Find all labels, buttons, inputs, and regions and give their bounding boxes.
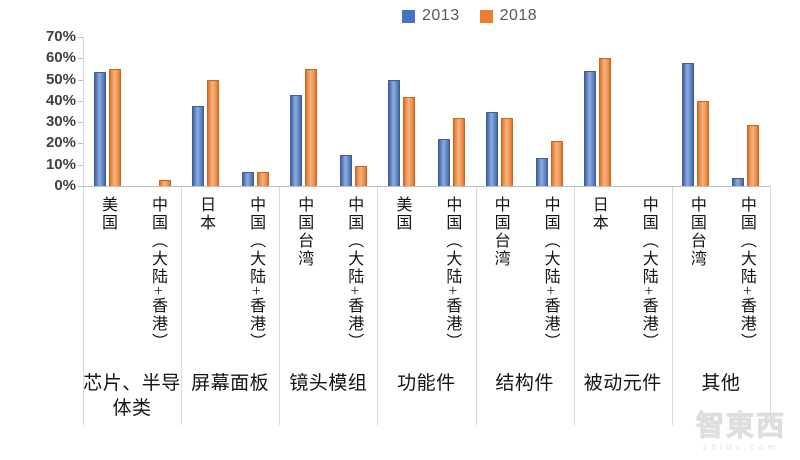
legend-label: 2013 [422, 7, 460, 24]
bar-2013 [732, 177, 745, 186]
y-tick-label: 60% [45, 49, 76, 67]
bar-2018 [158, 179, 171, 186]
y-tick-label: 40% [45, 91, 76, 109]
x-axis-sublabel: 美国 [99, 196, 116, 232]
bar-2018 [551, 141, 564, 186]
bar-2018 [599, 58, 612, 186]
group-separator [573, 186, 575, 425]
group-separator [181, 186, 183, 425]
y-tick-label: 30% [45, 113, 76, 131]
x-axis-group-label: 镜头模组 [289, 373, 368, 394]
x-axis-group-label: 被动元件 [583, 373, 662, 394]
bar-2013 [682, 62, 695, 186]
x-axis-sublabel: 日本 [197, 196, 215, 232]
x-axis-line [83, 186, 770, 187]
x-axis-sublabel: 中国（大陆+香港） [541, 196, 559, 352]
x-axis-sublabel: 日本 [589, 196, 607, 232]
x-axis-group-label: 屏幕面板 [191, 373, 270, 394]
legend-swatch-2018 [479, 9, 493, 23]
bar-2018 [452, 117, 465, 186]
y-tick-mark [78, 122, 83, 124]
x-axis-group-label: 其他 [701, 373, 741, 394]
bar-2018 [108, 68, 121, 186]
x-axis-group-label: 功能件 [397, 373, 456, 394]
group-separator [671, 186, 673, 425]
x-axis-sublabel: 中国台湾 [491, 196, 509, 268]
bar-2013 [536, 158, 549, 186]
y-tick-label: 10% [45, 155, 76, 173]
legend-swatch-2013 [402, 9, 415, 23]
y-tick-mark [78, 164, 83, 166]
x-axis-group-label: 结构件 [495, 373, 554, 394]
y-tick-label: 20% [45, 134, 76, 152]
y-tick-mark [78, 143, 83, 145]
y-tick-mark [78, 100, 83, 102]
group-separator [377, 186, 379, 425]
legend-item-2018: 2018 [479, 7, 538, 25]
watermark: 智東西 zhidx.com [695, 411, 786, 452]
bar-2018 [354, 165, 367, 186]
bar-2018 [747, 125, 760, 186]
watermark-url: zhidx.com [702, 442, 780, 452]
chart-legend: 2013 2018 [402, 7, 537, 25]
watermark-logo: 智東西 [695, 411, 786, 442]
y-tick-mark [78, 79, 83, 81]
y-tick-label: 50% [45, 70, 76, 88]
bar-2018 [304, 68, 317, 186]
group-separator [770, 186, 771, 425]
bar-2018 [206, 79, 219, 186]
x-axis-sublabel: 中国（大陆+香港） [345, 196, 363, 352]
bar-2013 [387, 79, 400, 186]
bar-2013 [191, 106, 204, 186]
bar-2018 [697, 100, 710, 186]
bar-2013 [486, 111, 499, 186]
bar-2013 [339, 155, 352, 186]
y-tick-mark [78, 186, 83, 187]
x-axis-sublabel: 中国台湾 [687, 196, 705, 268]
y-tick-label: 0% [54, 177, 76, 194]
y-tick-label: 70% [45, 28, 76, 45]
bar-2013 [584, 71, 597, 186]
legend-label: 2018 [499, 7, 538, 24]
y-tick-mark [78, 37, 83, 38]
x-axis-sublabel: 中国（大陆+香港） [443, 196, 461, 352]
bar-2013 [437, 139, 450, 186]
x-axis-sublabel: 中国（大陆+香港） [737, 196, 755, 352]
bar-2018 [402, 96, 415, 186]
group-separator [279, 186, 281, 425]
x-axis-sublabel: 中国（大陆+香港） [639, 196, 657, 352]
bar-2018 [256, 172, 269, 186]
y-axis-line [83, 37, 84, 425]
x-axis-sublabel: 中国（大陆+香港） [247, 196, 265, 352]
x-axis-group-label: 芯片、半导体类 [83, 373, 181, 419]
x-axis-sublabel: 中国（大陆+香港） [149, 196, 166, 352]
y-tick-mark [78, 58, 83, 60]
group-separator [475, 186, 477, 425]
legend-item-2013: 2013 [402, 7, 460, 25]
bar-2013 [241, 172, 254, 186]
bar-2013 [289, 94, 302, 186]
x-axis-sublabel: 美国 [393, 196, 411, 232]
bar-2013 [93, 72, 106, 186]
x-axis-sublabel: 中国台湾 [295, 196, 313, 268]
bar-2018 [501, 117, 514, 186]
